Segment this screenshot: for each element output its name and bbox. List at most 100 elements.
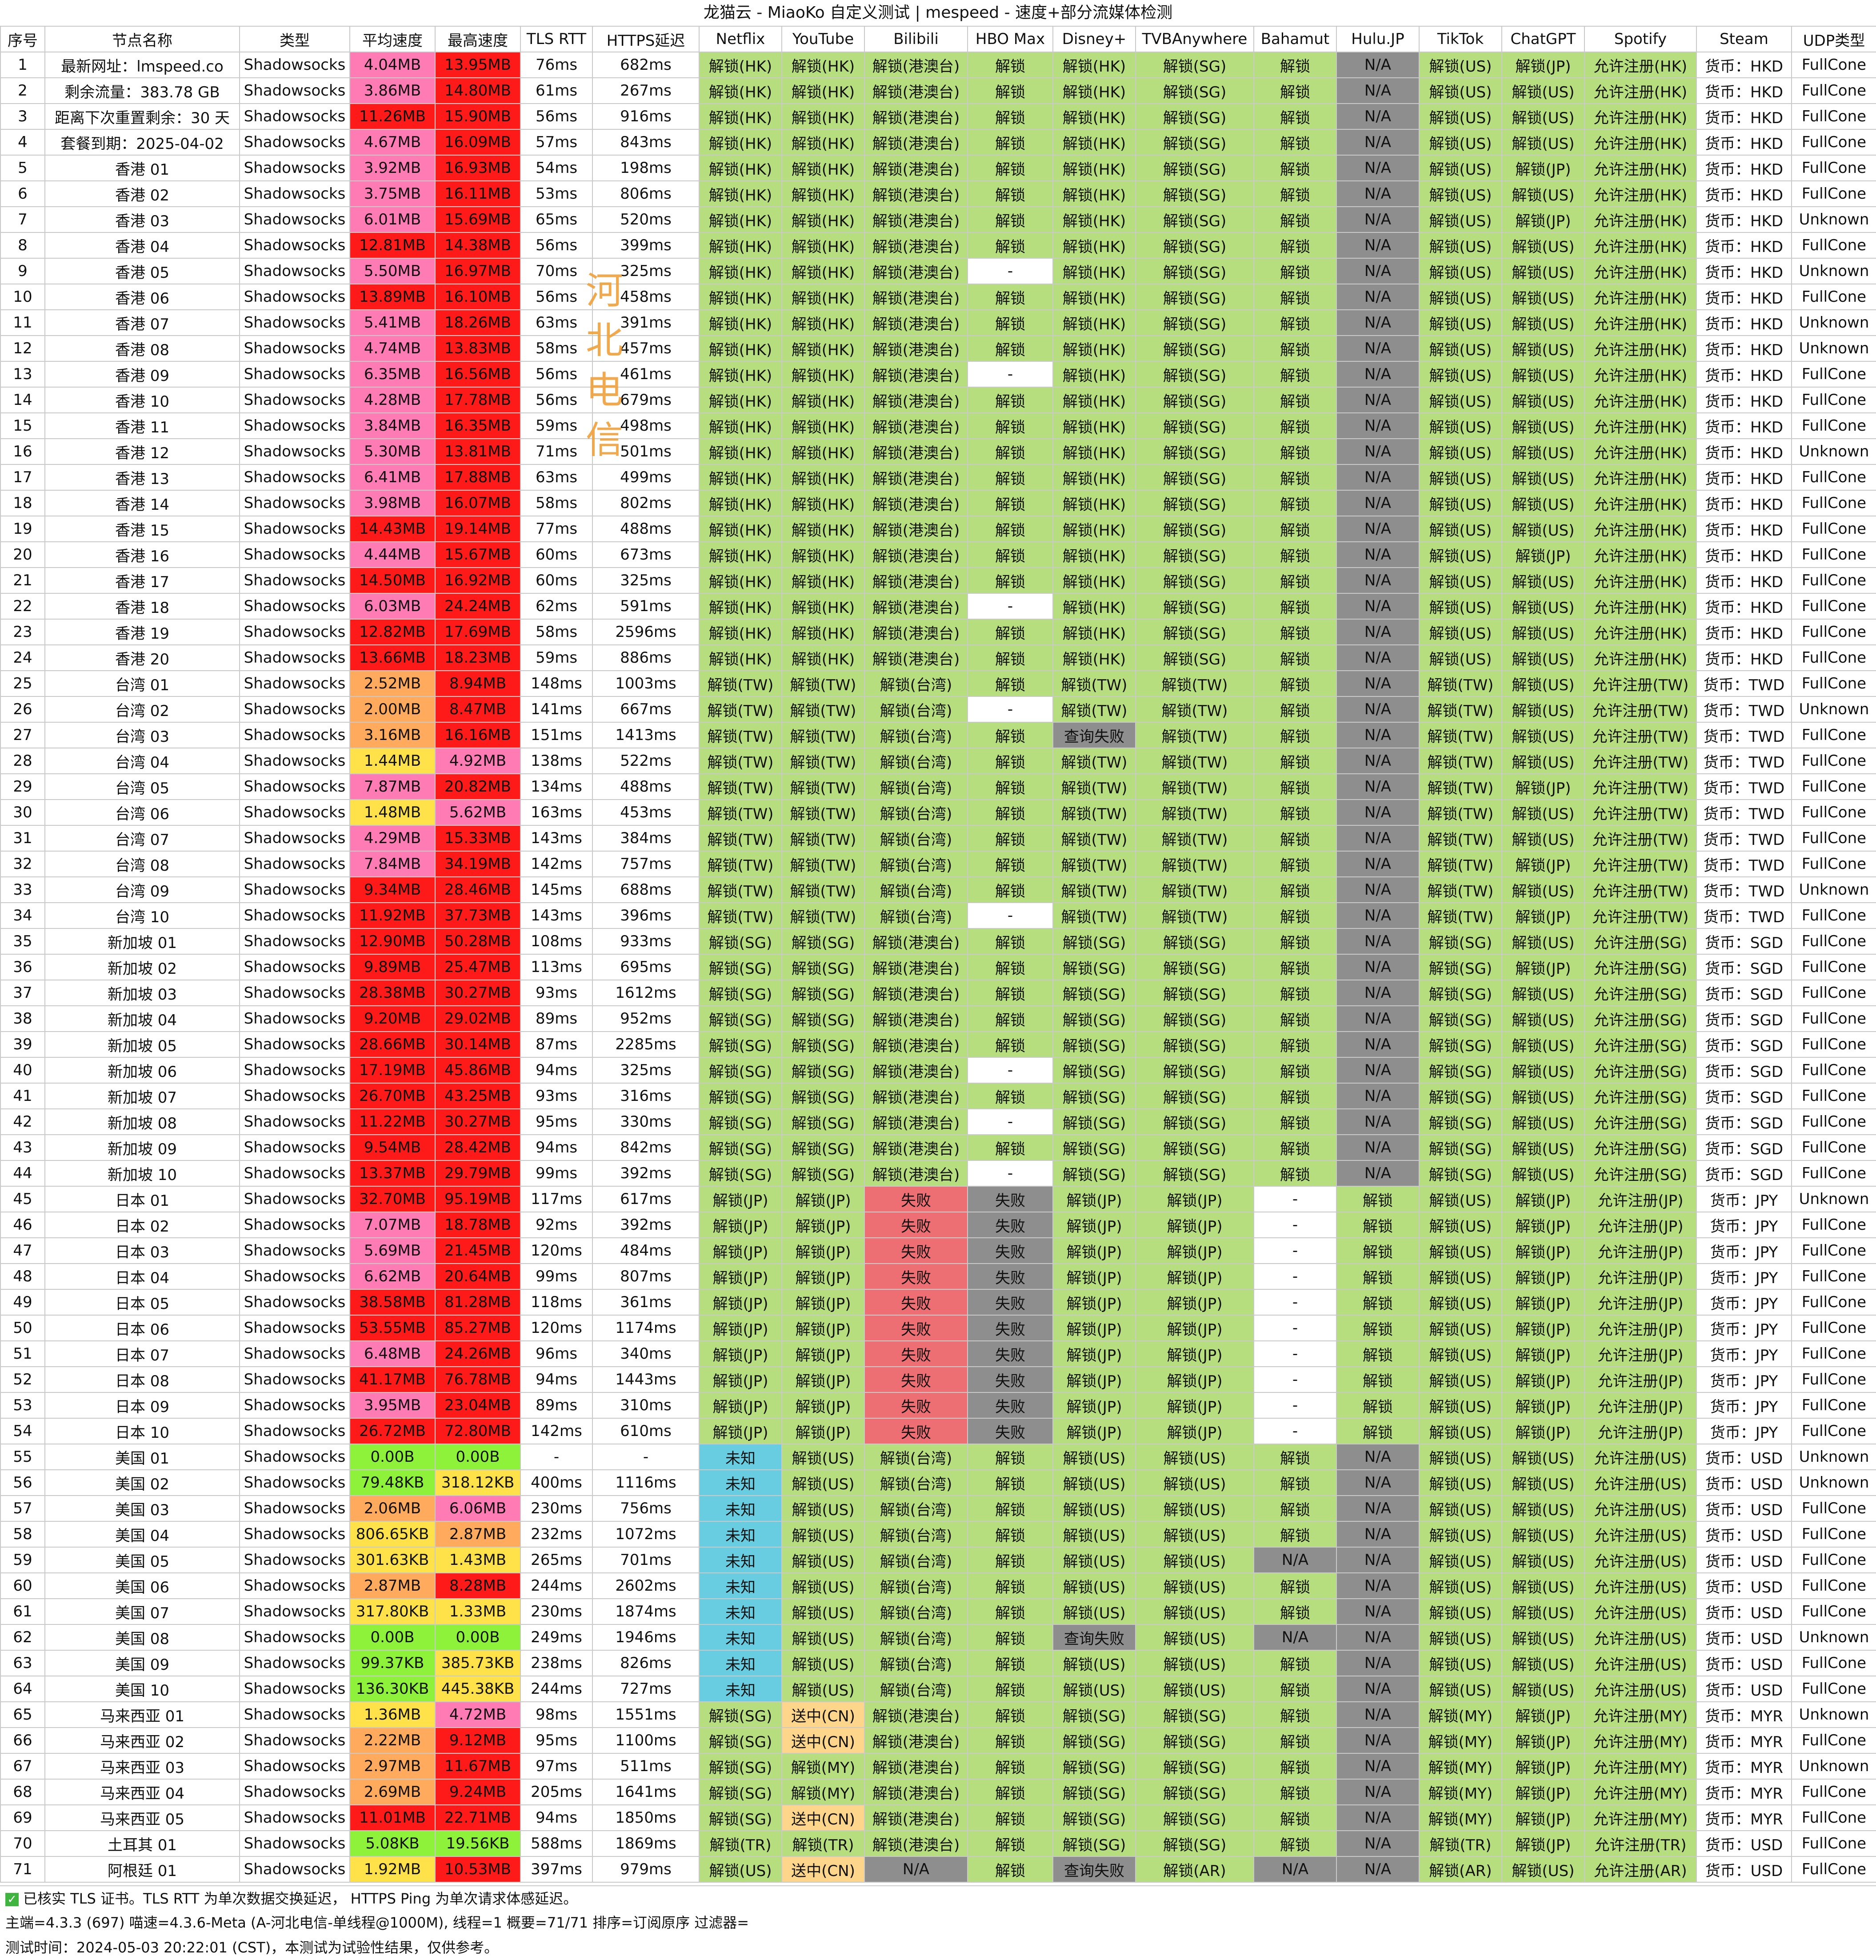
column-header: Bahamut	[1253, 26, 1337, 52]
cell-steam: 货币：SGD	[1696, 928, 1792, 955]
column-header: 最高速度	[435, 26, 521, 52]
cell-hulu: 解锁	[1336, 1212, 1420, 1238]
table-row: 64 美国 10 Shadowsocks 136.30KB 445.38KB 244ms 7…	[0, 1676, 1876, 1702]
table-row: 54 日本 10 Shadowsocks 26.72MB 72.80MB 142ms 610…	[0, 1418, 1876, 1444]
cell-bilibili: 解锁(台湾)	[864, 1624, 968, 1651]
cell-chatgpt: 解锁(JP)	[1501, 954, 1585, 980]
cell-tls: 56ms	[520, 232, 593, 259]
cell-hbo: 解锁	[967, 1830, 1053, 1857]
cell-bilibili: 解锁(港澳台)	[864, 644, 968, 671]
table-row: 22 香港 18 Shadowsocks 6.03MB 24.24MB 62ms 591ms…	[0, 593, 1876, 620]
table-row: 5 香港 01 Shadowsocks 3.92MB 16.93MB 54ms 198ms 解…	[0, 155, 1876, 181]
cell-avg: 3.75MB	[349, 180, 436, 207]
cell-name: 台湾 01	[44, 670, 240, 697]
cell-spotify: 允许注册(US)	[1584, 1521, 1697, 1548]
cell-chatgpt: 解锁(US)	[1501, 258, 1585, 284]
cell-tvb: 解锁(SG)	[1135, 1753, 1254, 1780]
cell-chatgpt: 解锁(US)	[1501, 438, 1585, 465]
cell-bahamut: -	[1253, 1212, 1337, 1238]
cell-hulu: 解锁	[1336, 1186, 1420, 1212]
cell-bahamut: 解锁	[1253, 644, 1337, 671]
cell-netflix: 解锁(TW)	[699, 696, 782, 723]
cell-spotify: 允许注册(SG)	[1584, 980, 1697, 1006]
cell-netflix: 解锁(HK)	[699, 438, 782, 465]
cell-avg: 2.22MB	[349, 1727, 436, 1754]
cell-name: 最新网址：lmspeed.co	[44, 52, 240, 78]
cell-max: 30.27MB	[435, 1108, 521, 1135]
cell-id: 48	[0, 1263, 45, 1290]
table-row: 7 香港 03 Shadowsocks 6.01MB 15.69MB 65ms 520ms 解…	[0, 206, 1876, 233]
cell-udp: FullCone	[1791, 541, 1876, 568]
table-row: 12 香港 08 Shadowsocks 4.74MB 13.83MB 58ms 457ms…	[0, 335, 1876, 362]
cell-bahamut: 解锁	[1253, 1676, 1337, 1702]
cell-udp: FullCone	[1791, 361, 1876, 388]
table-row: 26 台湾 02 Shadowsocks 2.00MB 8.47MB 141ms 667ms…	[0, 696, 1876, 723]
cell-type: Shadowsocks	[239, 1289, 350, 1316]
cell-hbo: 解锁	[967, 1031, 1053, 1058]
cell-tvb: 解锁(SG)	[1135, 129, 1254, 156]
cell-tiktok: 解锁(US)	[1419, 52, 1502, 78]
table-row: 2 剩余流量：383.78 GB Shadowsocks 3.86MB 14.80MB 6…	[0, 77, 1876, 104]
cell-udp: FullCone	[1791, 799, 1876, 826]
cell-avg: 9.34MB	[349, 876, 436, 903]
cell-bilibili: 解锁(港澳台)	[864, 1804, 968, 1831]
cell-https: 501ms	[592, 438, 700, 465]
cell-bilibili: 解锁(港澳台)	[864, 438, 968, 465]
cell-chatgpt: 解锁(JP)	[1501, 1212, 1585, 1238]
cell-avg: 2.06MB	[349, 1495, 436, 1522]
cell-tls: 57ms	[520, 129, 593, 156]
cell-https: 325ms	[592, 567, 700, 594]
cell-tvb: 解锁(SG)	[1135, 155, 1254, 181]
cell-disney: 解锁(HK)	[1052, 464, 1136, 491]
cell-hulu: N/A	[1336, 232, 1420, 259]
cell-tiktok: 解锁(US)	[1419, 1237, 1502, 1264]
cell-chatgpt: 解锁(JP)	[1501, 1830, 1585, 1857]
table-row: 33 台湾 09 Shadowsocks 9.34MB 28.46MB 145ms 688m…	[0, 876, 1876, 903]
cell-youtube: 解锁(SG)	[781, 1057, 865, 1084]
cell-type: Shadowsocks	[239, 1753, 350, 1780]
cell-chatgpt: 解锁(US)	[1501, 799, 1585, 826]
cell-tvb: 解锁(SG)	[1135, 541, 1254, 568]
cell-udp: FullCone	[1791, 1031, 1876, 1058]
cell-tvb: 解锁(SG)	[1135, 954, 1254, 980]
cell-max: 34.19MB	[435, 851, 521, 877]
cell-hulu: N/A	[1336, 103, 1420, 130]
cell-disney: 解锁(HK)	[1052, 232, 1136, 259]
cell-udp: FullCone	[1791, 825, 1876, 852]
cell-name: 香港 12	[44, 438, 240, 465]
cell-tvb: 解锁(SG)	[1135, 644, 1254, 671]
cell-bahamut: 解锁	[1253, 1134, 1337, 1161]
cell-steam: 货币：TWD	[1696, 902, 1792, 929]
cell-bilibili: 失败	[864, 1212, 968, 1238]
cell-netflix: 解锁(JP)	[699, 1340, 782, 1367]
check-icon: ✓	[5, 1893, 19, 1906]
cell-steam: 货币：MYR	[1696, 1779, 1792, 1805]
cell-name: 台湾 04	[44, 748, 240, 774]
column-header: HTTPS延迟	[592, 26, 700, 52]
cell-tvb: 解锁(JP)	[1135, 1212, 1254, 1238]
cell-hbo: 解锁	[967, 1779, 1053, 1805]
cell-spotify: 允许注册(TW)	[1584, 773, 1697, 800]
cell-name: 套餐到期：2025-04-02	[44, 129, 240, 156]
cell-id: 36	[0, 954, 45, 980]
cell-steam: 货币：HKD	[1696, 258, 1792, 284]
cell-hbo: 解锁	[967, 670, 1053, 697]
cell-disney: 解锁(US)	[1052, 1650, 1136, 1676]
cell-id: 16	[0, 438, 45, 465]
cell-max: 30.27MB	[435, 980, 521, 1006]
cell-name: 美国 01	[44, 1444, 240, 1470]
table-row: 57 美国 03 Shadowsocks 2.06MB 6.06MB 230ms 756ms…	[0, 1495, 1876, 1522]
cell-disney: 解锁(SG)	[1052, 1753, 1136, 1780]
cell-max: 23.04MB	[435, 1392, 521, 1419]
cell-id: 53	[0, 1392, 45, 1419]
cell-hbo: 解锁	[967, 52, 1053, 78]
cell-chatgpt: 解锁(US)	[1501, 1160, 1585, 1187]
column-header: Spotify	[1584, 26, 1697, 52]
table-row: 67 马来西亚 03 Shadowsocks 2.97MB 11.67MB 97ms 511…	[0, 1753, 1876, 1780]
cell-name: 新加坡 08	[44, 1108, 240, 1135]
cell-disney: 解锁(US)	[1052, 1572, 1136, 1599]
cell-type: Shadowsocks	[239, 284, 350, 310]
cell-type: Shadowsocks	[239, 644, 350, 671]
cell-steam: 货币：SGD	[1696, 954, 1792, 980]
cell-name: 美国 10	[44, 1676, 240, 1702]
